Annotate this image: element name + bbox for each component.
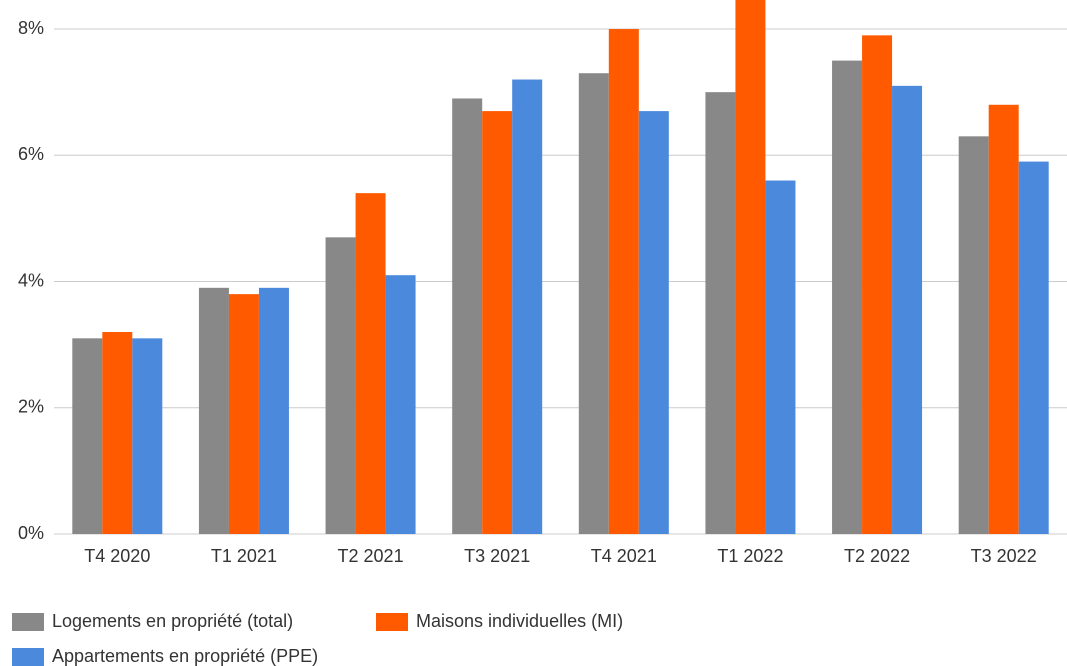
- legend-swatch: [376, 613, 408, 631]
- bar: [638, 111, 669, 535]
- x-tick-label: T3 2021: [464, 546, 530, 566]
- legend-label: Maisons individuelles (MI): [416, 611, 623, 631]
- plot-area: [72, 0, 1049, 535]
- bar: [355, 193, 386, 535]
- bar: [452, 98, 483, 535]
- bar: [578, 73, 609, 535]
- bar: [1018, 161, 1049, 534]
- y-tick-label: 6%: [18, 144, 44, 164]
- x-tick-label: T3 2022: [971, 546, 1037, 566]
- bar: [735, 0, 766, 534]
- legend-label: Logements en propriété (total): [52, 611, 293, 631]
- bar: [958, 136, 989, 534]
- legend-swatch: [12, 613, 44, 631]
- x-tick-label: T2 2022: [844, 546, 910, 566]
- x-tick-label: T4 2020: [84, 546, 150, 566]
- bar: [385, 275, 416, 534]
- bar: [862, 35, 893, 534]
- y-tick-label: 2%: [18, 397, 44, 417]
- bar: [72, 338, 103, 534]
- bar: [102, 332, 133, 534]
- legend-swatch: [12, 648, 44, 666]
- bar: [512, 79, 543, 534]
- bar: [198, 287, 229, 534]
- bar: [892, 85, 923, 535]
- legend-label: Appartements en propriété (PPE): [52, 646, 318, 666]
- bar: [705, 92, 736, 534]
- bar: [988, 104, 1019, 534]
- bar: [132, 338, 163, 534]
- x-tick-label: T1 2021: [211, 546, 277, 566]
- bar: [608, 29, 639, 534]
- x-tick-label: T1 2022: [717, 546, 783, 566]
- bar: [832, 60, 863, 535]
- x-tick-label: T2 2021: [338, 546, 404, 566]
- y-tick-label: 4%: [18, 270, 44, 290]
- x-tick-label: T4 2021: [591, 546, 657, 566]
- bar: [258, 287, 289, 534]
- bar: [765, 180, 796, 534]
- bar: [325, 237, 356, 535]
- y-tick-label: 0%: [18, 523, 44, 543]
- bar: [228, 294, 259, 534]
- bar: [482, 111, 513, 535]
- y-tick-label: 8%: [18, 18, 44, 38]
